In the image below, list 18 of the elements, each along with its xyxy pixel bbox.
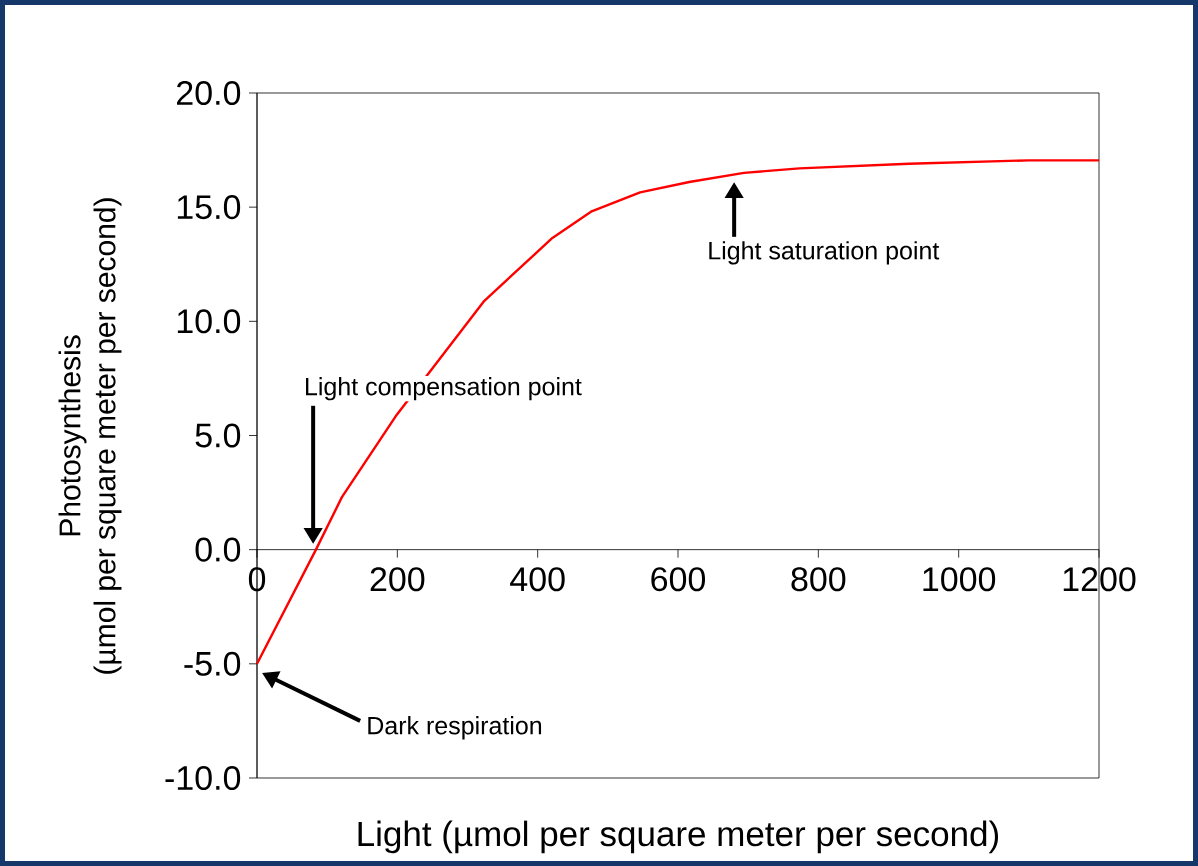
y-tick-label: -5.0 bbox=[184, 651, 241, 676]
x-tick-label: 400 bbox=[510, 567, 565, 592]
x-tick-label: 1200 bbox=[1063, 567, 1136, 592]
y-tick-label: 10.0 bbox=[177, 309, 241, 334]
annotation: Light compensation point bbox=[306, 377, 582, 401]
x-tick-label: 600 bbox=[651, 567, 706, 592]
y-tick-label: -10.0 bbox=[165, 765, 241, 791]
annotation: Dark respiration bbox=[368, 716, 542, 740]
y-axis-title: Photosynthesis (µmol per square meter per second) bbox=[58, 198, 122, 674]
y-tick-label: 15.0 bbox=[177, 195, 241, 220]
y-tick-label: 20.0 bbox=[177, 80, 241, 106]
x-axis-title: Light (µmol per square meter per second) bbox=[358, 820, 999, 854]
y-tick-label: 0.0 bbox=[195, 537, 241, 562]
x-tick-label: 1000 bbox=[923, 567, 996, 592]
x-tick-label: 200 bbox=[370, 567, 425, 592]
annotation: Light saturation point bbox=[709, 241, 940, 265]
y-tick-label: 5.0 bbox=[195, 423, 241, 448]
x-tick-label: 800 bbox=[791, 567, 846, 592]
